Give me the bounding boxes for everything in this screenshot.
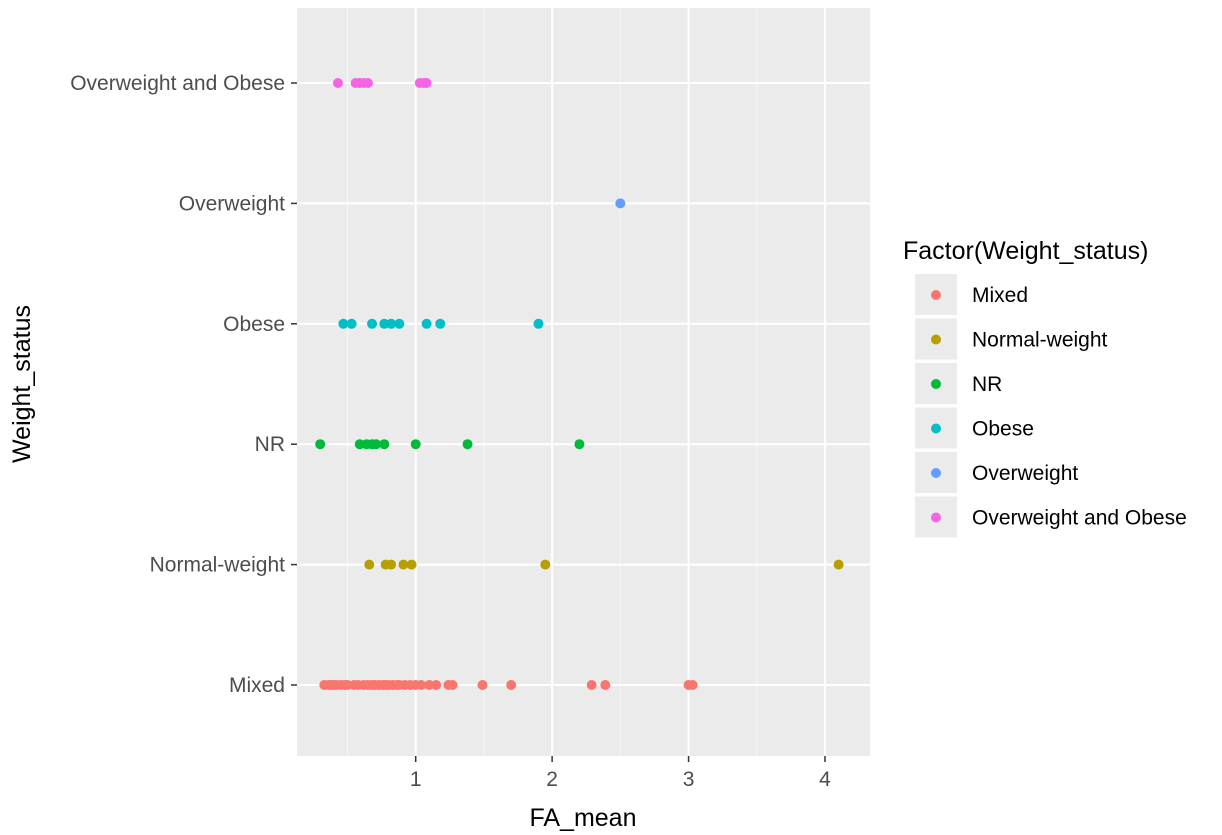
x-axis: 1 2 3 4 [410,756,831,791]
legend-swatch [931,512,941,523]
data-point [371,439,382,450]
data-point [477,680,488,690]
legend-label: Normal-weight [972,329,1108,352]
data-point [574,439,585,450]
legend-items: Mixed Normal-weight NR Obese Overweight Overw… [915,274,1187,538]
data-point [421,78,432,88]
legend: Factor(Weight_status) Mixed Normal-weight… [903,237,1187,538]
data-point [315,439,326,450]
data-point [338,318,349,329]
data-point [362,78,373,88]
y-tick-label: Obese [223,313,285,336]
data-point [367,318,378,329]
y-tick-label: Overweight and Obese [70,72,285,95]
data-point [431,680,442,690]
data-point [346,318,357,329]
data-point [533,318,544,329]
x-tick-label: 2 [546,768,558,791]
data-point [416,680,427,690]
data-point [540,559,551,570]
legend-swatch [931,468,941,478]
data-point [687,680,698,690]
x-tick-label: 4 [819,768,831,791]
panel-background [297,8,870,756]
data-point [406,559,417,570]
data-points [315,78,844,690]
y-tick-label: Normal-weight [150,554,286,577]
data-point [586,680,597,690]
legend-swatch [931,379,941,389]
data-point [615,198,626,209]
legend-label: Overweight [972,462,1078,485]
legend-label: Overweight and Obese [972,507,1187,530]
legend-swatch [931,290,941,300]
legend-label: Mixed [972,284,1028,307]
x-axis-title: FA_mean [529,804,636,832]
grid-minor-lines [346,8,758,756]
legend-label: Obese [972,418,1034,441]
data-point [398,559,409,570]
data-point [447,680,458,690]
x-tick-label: 3 [683,768,695,791]
data-point [410,439,421,450]
y-tick-label: NR [255,433,285,456]
y-tick-label: Overweight [179,192,285,215]
data-point [332,78,343,88]
data-point [435,318,446,329]
data-point [421,318,432,329]
data-point [506,680,517,690]
x-tick-label: 1 [410,768,422,791]
data-point [386,318,397,329]
data-point [364,559,375,570]
data-point [833,559,844,570]
data-point [386,559,397,570]
y-axis-title: Weight_status [8,305,36,463]
legend-title: Factor(Weight_status) [903,237,1148,265]
legend-swatch [931,334,941,345]
data-point [394,318,405,329]
data-point [600,680,611,690]
legend-label: NR [972,373,1002,396]
y-tick-label: Mixed [229,674,285,697]
data-point [462,439,473,450]
legend-swatch [931,423,941,434]
y-axis: Mixed Normal-weight NR Obese Overweight Overw… [70,72,297,697]
data-point [379,439,390,450]
